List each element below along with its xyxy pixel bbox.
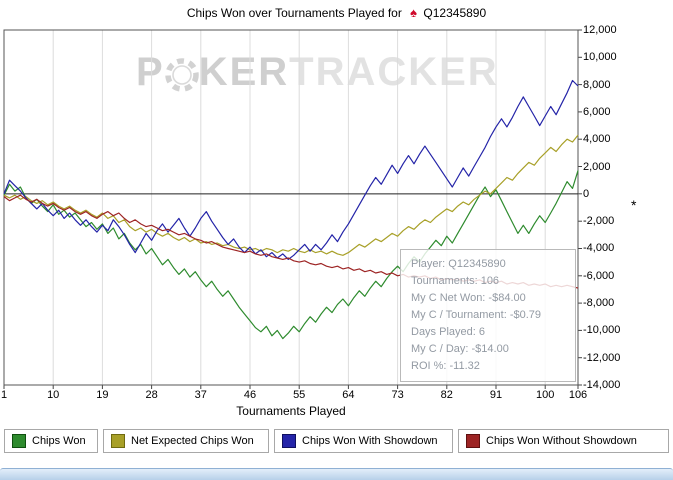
legend-item-chips-won-with-showdown: Chips Won With Showdown bbox=[274, 429, 453, 453]
y-axis-tick-label: 12,000 bbox=[583, 24, 617, 36]
x-axis-title: Tournaments Played bbox=[236, 404, 346, 418]
x-axis-tick-label: 73 bbox=[391, 389, 404, 401]
pokerstars-spade-icon: ♠ bbox=[410, 5, 418, 20]
x-axis-tick-label: 82 bbox=[440, 389, 453, 401]
y-axis-tick-label: -6,000 bbox=[583, 269, 615, 282]
x-axis-tick-label: 28 bbox=[145, 389, 158, 401]
legend-item-net-expected-chips-won: Net Expected Chips Won bbox=[103, 429, 269, 453]
y-axis-tick-label: 10,000 bbox=[583, 51, 617, 64]
x-axis-tick-label: 19 bbox=[96, 389, 109, 401]
bottom-panel-edge bbox=[0, 468, 673, 480]
tooltip-line-player: Player: Q12345890 bbox=[411, 258, 506, 270]
y-axis-tick-label: 2,000 bbox=[583, 160, 611, 173]
chart-title: Chips Won over Tournaments Played for ♠ … bbox=[0, 5, 673, 20]
x-axis-tick-label: 100 bbox=[536, 389, 555, 401]
legend-label: Chips Won Without Showdown bbox=[486, 435, 637, 447]
poker-chip-icon bbox=[164, 57, 200, 93]
tooltip-line-per-day: My C / Day: -$14.00 bbox=[411, 343, 509, 355]
watermark-text-p: P bbox=[136, 50, 165, 94]
y-axis-tick-label: -4,000 bbox=[583, 242, 615, 255]
x-axis-tick-label: 64 bbox=[342, 389, 355, 401]
chips-won-swatch bbox=[12, 434, 26, 448]
y-axis-tick-label: -10,000 bbox=[583, 324, 621, 337]
legend-label: Chips Won bbox=[32, 435, 86, 447]
chips-won-without-showdown-swatch bbox=[466, 434, 480, 448]
legend-item-chips-won: Chips Won bbox=[4, 429, 98, 453]
chart-title-player: Q12345890 bbox=[423, 6, 487, 20]
chart-title-text: Chips Won over Tournaments Played for bbox=[186, 6, 402, 20]
axis-marker-asterisk: * bbox=[631, 197, 637, 213]
legend-item-chips-won-without-showdown: Chips Won Without Showdown bbox=[458, 429, 669, 453]
y-axis-tick-label: -14,000 bbox=[583, 379, 621, 391]
chart-plot bbox=[3, 29, 582, 389]
tooltip-line-net-won: My C Net Won: -$84.00 bbox=[411, 292, 526, 304]
x-axis-tick-label: 106 bbox=[568, 389, 588, 401]
x-axis-tick-label: 46 bbox=[243, 389, 257, 401]
x-axis-tick-label: 1 bbox=[0, 389, 8, 401]
watermark-text-ker: KER bbox=[198, 50, 290, 94]
pokertracker-watermark: P KER TRACKER bbox=[136, 50, 499, 95]
tooltip-line-tournaments: Tournaments: 106 bbox=[411, 275, 500, 287]
tooltip-line-days-played: Days Played: 6 bbox=[411, 326, 485, 338]
watermark-text-tracker: TRACKER bbox=[289, 50, 499, 94]
chips-won-with-showdown-swatch bbox=[282, 434, 296, 448]
tooltip-line-per-tournament: My C / Tournament: -$0.79 bbox=[411, 309, 542, 321]
y-axis-tick-label: 6,000 bbox=[583, 105, 611, 118]
legend-label: Chips Won With Showdown bbox=[302, 435, 438, 447]
legend-label: Net Expected Chips Won bbox=[131, 435, 254, 447]
stats-tooltip: Player: Q12345890 Tournaments: 106 My C … bbox=[400, 249, 576, 382]
tooltip-line-roi: ROI %: -11.32 bbox=[411, 360, 480, 372]
y-axis-tick-label: 8,000 bbox=[583, 78, 611, 91]
y-axis-tick-label: 4,000 bbox=[583, 133, 611, 146]
net-expected-chips-won-swatch bbox=[111, 434, 125, 448]
legend: Chips Won Net Expected Chips Won Chips W… bbox=[4, 429, 669, 453]
y-axis-tick-label: -8,000 bbox=[583, 297, 615, 310]
x-axis-tick-label: 37 bbox=[194, 389, 207, 401]
y-axis-tick-label: -2,000 bbox=[583, 215, 615, 228]
y-axis-tick-label: 0 bbox=[583, 187, 590, 200]
x-axis-tick-label: 55 bbox=[293, 389, 306, 401]
x-axis-tick-label: 10 bbox=[47, 389, 60, 401]
y-axis-tick-label: -12,000 bbox=[583, 351, 621, 364]
x-axis-tick-label: 91 bbox=[489, 389, 503, 401]
